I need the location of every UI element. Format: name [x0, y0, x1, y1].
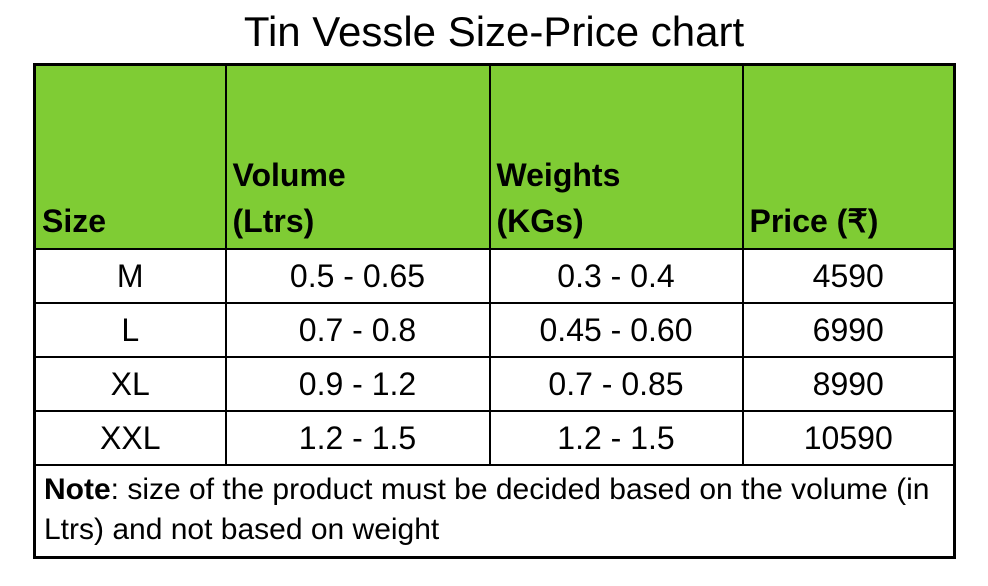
note-row: Note: size of the product must be decide…: [33, 464, 956, 559]
table-cell: 0.5 - 0.65: [224, 248, 491, 304]
price-table: Size Volume (Ltrs) Weights (KGs) Price (₹) …: [33, 63, 956, 559]
table-cell: 1.2 - 1.5: [488, 410, 744, 466]
table-cell: 6990: [741, 302, 956, 358]
table-row: XXL 1.2 - 1.5 1.2 - 1.5 10590: [33, 410, 956, 466]
table-cell: 10590: [741, 410, 956, 466]
table-row: M 0.5 - 0.65 0.3 - 0.4 4590: [33, 248, 956, 304]
table-cell: M: [33, 248, 227, 304]
table-cell: 0.9 - 1.2: [224, 356, 491, 412]
table-cell: 1.2 - 1.5: [224, 410, 491, 466]
table-cell: 0.3 - 0.4: [488, 248, 744, 304]
header-cell: Size: [33, 63, 227, 250]
header-cell: Weights (KGs): [488, 63, 744, 250]
table-cell: XXL: [33, 410, 227, 466]
table-row: L 0.7 - 0.8 0.45 - 0.60 6990: [33, 302, 956, 358]
note-cell: Note: size of the product must be decide…: [33, 464, 956, 559]
header-row: Size Volume (Ltrs) Weights (KGs) Price (₹): [33, 63, 956, 250]
header-text: Volume (Ltrs): [232, 157, 346, 239]
header-text: Price (₹): [749, 203, 879, 239]
note-text: : size of the product must be decided ba…: [44, 473, 930, 546]
table-cell: L: [33, 302, 227, 358]
title: Tin Vessle Size-Price chart: [243, 8, 745, 55]
table-cell: 8990: [741, 356, 956, 412]
note-label: Note: [44, 473, 111, 506]
header-text: Weights (KGs): [496, 157, 621, 239]
table-body: M 0.5 - 0.65 0.3 - 0.4 4590 L 0.7 - 0.8 0.45 -…: [33, 248, 956, 559]
table-cell: XL: [33, 356, 227, 412]
table-cell: 4590: [741, 248, 956, 304]
table-cell: 0.45 - 0.60: [488, 302, 744, 358]
header-text: Size: [42, 203, 107, 239]
table-cell: 0.7 - 0.8: [224, 302, 491, 358]
header-cell: Volume (Ltrs): [224, 63, 491, 250]
header-cell: Price (₹): [741, 63, 956, 250]
table-cell: 0.7 - 0.85: [488, 356, 744, 412]
table-row: XL 0.9 - 1.2 0.7 - 0.85 8990: [33, 356, 956, 412]
